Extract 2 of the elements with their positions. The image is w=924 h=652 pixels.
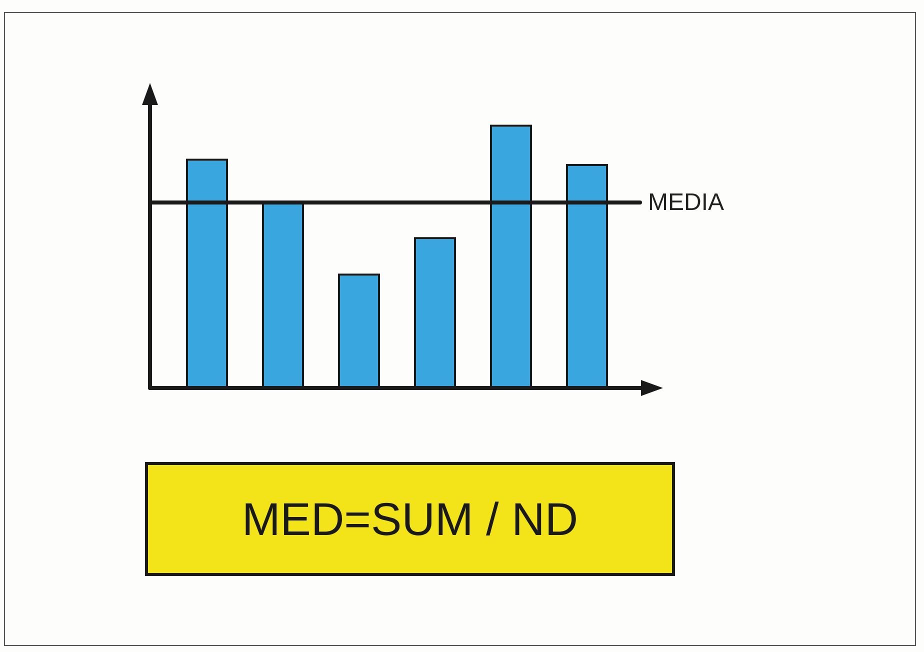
text: MED=SUM / ND <box>145 462 675 576</box>
ref-line-label: MEDIA <box>648 189 724 216</box>
